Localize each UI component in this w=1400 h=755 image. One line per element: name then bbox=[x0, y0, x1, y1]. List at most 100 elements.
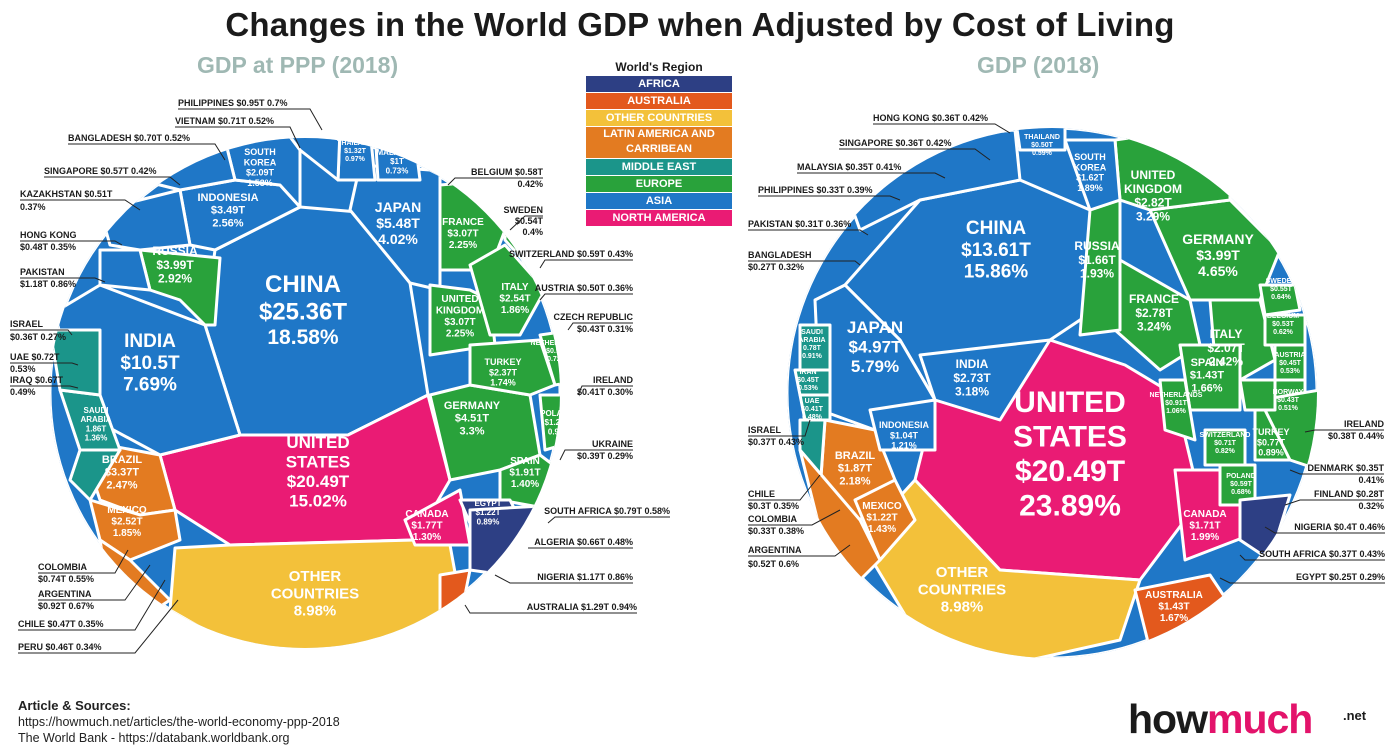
right-cell-small bbox=[1238, 378, 1277, 412]
right-chart-right-callout-8: EGYPT $0.25T 0.29% bbox=[1296, 572, 1385, 582]
source-link-worldbank[interactable]: The World Bank - https://databank.worldb… bbox=[18, 731, 290, 745]
left-label-turkey: TURKEY $2.37T 1.74% bbox=[484, 357, 521, 388]
right-chart-left-callout-6: $0.27T 0.32% bbox=[748, 262, 804, 272]
right-cell-thailand bbox=[1013, 128, 1067, 152]
right-label-united-kingdom: UNITED KINGDOM $2.82T 3.29% bbox=[1124, 168, 1182, 223]
right-label-norway: NORWAY $0.43T 0.51% bbox=[1273, 389, 1304, 412]
right-chart-left-leader-4 bbox=[748, 229, 869, 236]
right-label-poland: POLAND $0.59T 0.68% bbox=[1226, 473, 1256, 496]
left-chart-left-callout-21: PERU $0.46T 0.34% bbox=[18, 642, 102, 652]
left-label-brazil: BRAZIL $3.37T 2.47% bbox=[102, 454, 143, 491]
left-chart-left-callout-4: KAZAKHSTAN $0.51T bbox=[20, 189, 113, 199]
right-chart-right-leader-7 bbox=[1239, 554, 1385, 561]
logo-text-much: much bbox=[1206, 696, 1313, 742]
left-chart-left-leader-21 bbox=[18, 599, 179, 654]
left-label-germany: GERMANY $4.51T 3.3% bbox=[444, 400, 501, 437]
right-label-russia: RUSSIA $1.66T 1.93% bbox=[1074, 239, 1120, 281]
right-chart-right-callout-7: SOUTH AFRICA $0.37T 0.43% bbox=[1259, 549, 1385, 559]
right-chart-right-callout-5: 0.32% bbox=[1358, 501, 1384, 511]
left-chart-right-callout-6: AUSTRIA $0.50T 0.36% bbox=[535, 283, 633, 293]
left-chart-right-leader-13 bbox=[547, 516, 670, 524]
left-chart-right-leader-0 bbox=[447, 177, 543, 186]
left-chart-right-callout-7: CZECH REPUBLIC bbox=[553, 312, 633, 322]
left-chart-left-leader-16 bbox=[38, 549, 129, 574]
page-title: Changes in the World GDP when Adjusted b… bbox=[225, 6, 1175, 43]
left-cell-small bbox=[283, 138, 342, 182]
left-chart-right-callout-12: $0.39T 0.29% bbox=[577, 451, 633, 461]
left-chart-right-leader-9 bbox=[577, 385, 633, 396]
left-chart-left-leader-8 bbox=[20, 277, 106, 283]
legend-item-latin-america: LATIN AMERICA AND CARRIBEAN bbox=[586, 127, 732, 159]
right-cell-indonesia bbox=[868, 398, 937, 452]
right-label-saudi-arabia: SAUDI ARABIA 0.78T 0.91% bbox=[798, 329, 825, 360]
left-chart-left-callout-18: ARGENTINA bbox=[38, 589, 92, 599]
left-chart-right-callout-1: 0.42% bbox=[517, 179, 543, 189]
left-chart-right-callout-14: ALGERIA $0.66T 0.48% bbox=[534, 537, 633, 547]
left-chart-right-leader-11 bbox=[559, 449, 633, 461]
source-link-article[interactable]: https://howmuch.net/articles/the-world-e… bbox=[18, 715, 340, 729]
right-chart-left-leader-11 bbox=[748, 509, 841, 526]
region-legend: World's Region AFRICA AUSTRALIA OTHER CO… bbox=[586, 59, 732, 227]
left-chart-left-callout-10: ISRAEL bbox=[10, 319, 44, 329]
left-chart-left-leader-1 bbox=[175, 126, 301, 149]
left-chart-left-callout-0: PHILIPPINES $0.95T 0.7% bbox=[178, 98, 288, 108]
left-label-poland: POLAND $1.23T 0.9% bbox=[540, 409, 574, 436]
right-chart-right-callout-4: FINLAND $0.28T bbox=[1314, 489, 1385, 499]
legend-title: World's Region bbox=[615, 60, 703, 74]
right-chart-title: GDP (2018) bbox=[977, 52, 1100, 78]
left-chart-right-callout-5: SWITZERLAND $0.59T 0.43% bbox=[509, 249, 633, 259]
left-cell-small bbox=[438, 568, 472, 622]
legend-item-north-america: NORTH AMERICA bbox=[586, 210, 732, 227]
right-label-united-states: UNITED STATES $20.49T 23.89% bbox=[1013, 386, 1127, 523]
right-label-uae: UAE $0.41T 0.48% bbox=[801, 398, 824, 421]
right-label-germany: GERMANY $3.99T 4.65% bbox=[1182, 231, 1254, 279]
left-chart-left-callout-5: 0.37% bbox=[20, 202, 46, 212]
left-chart-left-callout-20: CHILE $0.47T 0.35% bbox=[18, 619, 104, 629]
right-label-japan: JAPAN $4.97T 5.79% bbox=[847, 318, 903, 376]
legend-item-africa: AFRICA bbox=[586, 76, 732, 93]
left-cell-small bbox=[50, 328, 102, 397]
left-cell-italy bbox=[468, 243, 547, 337]
legend-item-europe: EUROPE bbox=[586, 176, 732, 193]
left-label-russia: RUSSIA $3.99T 2.92% bbox=[152, 244, 198, 286]
howmuch-logo: howmuch bbox=[1128, 696, 1313, 743]
left-chart-left-callout-17: $0.74T 0.55% bbox=[38, 574, 94, 584]
right-label-spain: SPAIN $1.43T 1.66% bbox=[1190, 357, 1225, 394]
right-chart-left-callout-13: ARGENTINA bbox=[748, 545, 802, 555]
right-chart-right-leader-8 bbox=[1219, 577, 1385, 584]
left-chart-right-callout-3: $0.54T bbox=[515, 216, 544, 226]
right-chart-right-leader-6 bbox=[1264, 526, 1385, 534]
left-chart-left-callout-15: 0.49% bbox=[10, 387, 36, 397]
left-label-indonesia: INDONESIA $3.49T 2.56% bbox=[197, 192, 258, 229]
right-chart-left-callout-11: COLOMBIA bbox=[748, 514, 797, 524]
left-label-other-countries: OTHER COUNTRIES 8.98% bbox=[271, 568, 359, 620]
legend-item-asia: ASIA bbox=[586, 193, 732, 210]
left-chart-left-callout-1: VIETNAM $0.71T 0.52% bbox=[175, 116, 274, 126]
right-cell-india bbox=[918, 338, 1052, 422]
right-chart-left-leader-7 bbox=[748, 419, 811, 437]
right-chart-left-leader-0 bbox=[873, 123, 1011, 134]
left-chart-left-callout-16: COLOMBIA bbox=[38, 562, 87, 572]
right-label-switzerland: SWITZERLAND $0.71T 0.82% bbox=[1200, 432, 1251, 455]
left-cell-turkey bbox=[468, 338, 557, 397]
left-chart-title: GDP at PPP (2018) bbox=[197, 52, 399, 78]
left-chart-left-callout-3: SINGAPORE $0.57T 0.42% bbox=[44, 166, 157, 176]
left-label-united-states: UNITED STATES $20.49T 15.02% bbox=[286, 433, 351, 511]
legend-item-middle-east: MIDDLE EAST bbox=[586, 159, 732, 176]
sources-title: Article & Sources: bbox=[18, 698, 131, 713]
left-chart-left-callout-7: $0.48T 0.35% bbox=[20, 242, 76, 252]
left-label-egypt: EGYPT $1.22T 0.89% bbox=[474, 499, 501, 526]
left-cell-poland bbox=[538, 393, 560, 452]
right-label-sweden: SWEDEN $0.55T 0.64% bbox=[1266, 278, 1297, 301]
right-chart-left-callout-8: $0.37T 0.43% bbox=[748, 437, 804, 447]
right-label-australia: AUSTRALIA $1.43T 1.67% bbox=[1145, 590, 1203, 624]
right-chart-right-leader-4 bbox=[1284, 499, 1384, 506]
logo-suffix: .net bbox=[1343, 708, 1367, 723]
right-chart-left-leader-9 bbox=[748, 474, 821, 501]
left-chart-left-leader-2 bbox=[68, 143, 226, 161]
left-chart-right-callout-16: AUSTRALIA $1.29T 0.94% bbox=[527, 602, 637, 612]
left-chart-right-callout-11: UKRAINE bbox=[592, 439, 633, 449]
right-label-canada: CANADA $1.71T 1.99% bbox=[1183, 509, 1226, 543]
left-label-france: FRANCE $3.07T 2.25% bbox=[442, 217, 484, 251]
